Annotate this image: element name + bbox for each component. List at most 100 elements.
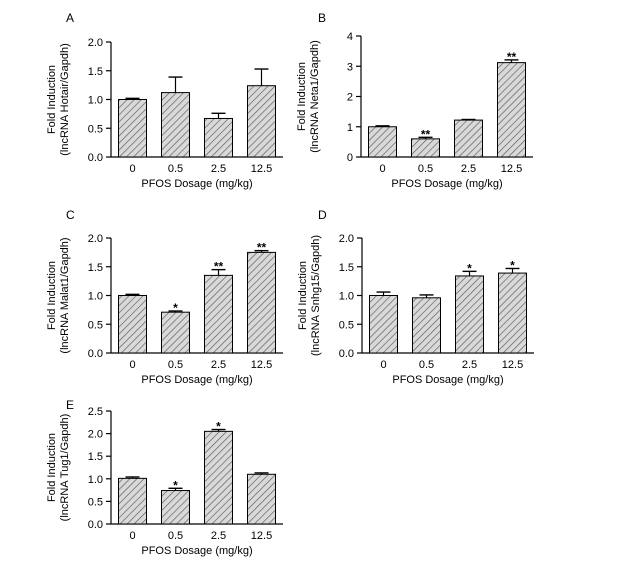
bar-12.5 (497, 62, 526, 158)
x-tick-label: 2.5 (211, 530, 226, 542)
x-tick-label: 12.5 (251, 530, 272, 542)
panel-c: C 0.0 0.5 1.0 1.5 2.0 0 * 0.5 ** 2.5 ** 12.5 PFOS Dos… (46, 208, 283, 386)
y-tick-label: 3 (347, 61, 353, 73)
bar-2.5 (204, 430, 233, 525)
y-axis-title: Fold Induction(lncRNA Hotair/Gapdh) (46, 43, 71, 156)
y-axis-title-line: (lncRNA Tug1/Gapdh) (59, 414, 71, 522)
bar-0 (369, 295, 398, 354)
y-tick-label: 4 (347, 31, 353, 43)
panel-e: E 0.0 0.5 1.0 1.5 2.0 2.5 0 * 0.5 * 2.5 12.5 PFOS Dos… (46, 398, 283, 557)
x-tick-label: 0 (129, 359, 135, 371)
panel-letter: D (318, 208, 327, 222)
panel-letter: E (66, 398, 74, 412)
x-tick-label: 12.5 (502, 359, 523, 371)
significance-marker: * (510, 258, 515, 272)
y-tick-label: 0.0 (339, 348, 354, 360)
bar-0.5 (411, 138, 440, 158)
bar-0.5 (161, 92, 190, 158)
x-tick-label: 0 (380, 359, 386, 371)
x-tick-label: 0 (379, 163, 385, 175)
x-tick-label: 0.5 (168, 530, 183, 542)
bar-12.5 (498, 272, 527, 354)
panel-letter: B (318, 11, 326, 25)
significance-marker: * (173, 301, 178, 315)
y-tick-label: 2.0 (339, 233, 354, 245)
significance-marker: ** (257, 241, 267, 255)
x-tick-label: 12.5 (501, 163, 522, 175)
y-tick-label: 1.0 (88, 95, 103, 107)
bar-2.5 (454, 119, 483, 158)
y-axis-title-line: Fold Induction (46, 433, 58, 502)
y-axis-title-line: Fold Induction (296, 62, 308, 131)
bar-12.5 (247, 473, 276, 525)
y-tick-label: 0.0 (88, 152, 103, 164)
x-tick-label: 0.5 (168, 163, 183, 175)
y-tick-label: 2.0 (88, 233, 103, 245)
y-tick-label: 2.0 (88, 429, 103, 441)
bar-2.5 (455, 275, 484, 354)
bar-2.5 (204, 274, 233, 354)
y-tick-label: 0.5 (88, 123, 103, 135)
y-axis-title: Fold Induction(lncRNA Malat1/Gapdh) (46, 237, 71, 353)
bar-12.5 (247, 85, 276, 158)
significance-marker: * (173, 478, 178, 492)
panel-letter: C (66, 208, 75, 222)
y-tick-label: 0.0 (88, 519, 103, 531)
significance-marker: ** (214, 260, 224, 274)
y-tick-label: 1.0 (88, 474, 103, 486)
y-axis-title-line: Fold Induction (297, 261, 309, 330)
significance-marker: * (467, 261, 472, 275)
x-axis-title: PFOS Dosage (mg/kg) (141, 374, 252, 386)
panel-b: B 0 1 2 3 4 0 ** 0.5 2.5 ** 12.5 PFOS Dosage (mg/kg)… (296, 11, 533, 190)
x-tick-label: 0 (129, 163, 135, 175)
bar-2.5 (204, 117, 233, 158)
y-tick-label: 2 (347, 92, 353, 104)
x-tick-label: 0 (129, 530, 135, 542)
bar-0.5 (161, 490, 190, 525)
y-axis-title: Fold Induction(lncRNA Tug1/Gapdh) (46, 414, 71, 522)
bar-12.5 (247, 251, 276, 354)
y-tick-label: 1.5 (88, 66, 103, 78)
x-axis-title: PFOS Dosage (mg/kg) (392, 374, 503, 386)
y-tick-label: 2.5 (88, 406, 103, 418)
x-axis-title: PFOS Dosage (mg/kg) (141, 545, 252, 557)
y-tick-label: 2.0 (88, 37, 103, 49)
bar-0 (118, 99, 147, 158)
bar-0 (368, 126, 397, 158)
y-tick-label: 1.5 (88, 451, 103, 463)
significance-marker: ** (421, 127, 431, 141)
bar-0.5 (161, 311, 190, 354)
x-axis-title: PFOS Dosage (mg/kg) (141, 178, 252, 190)
x-tick-label: 0.5 (418, 163, 433, 175)
y-axis-title: Fold Induction(lncRNA Snhg15/Gapdh) (297, 235, 322, 356)
x-tick-label: 2.5 (211, 359, 226, 371)
y-axis-title-line: (lncRNA Snhg15/Gapdh) (310, 235, 322, 356)
y-tick-label: 0.5 (88, 319, 103, 331)
y-tick-label: 1.5 (339, 262, 354, 274)
panel-letter: A (66, 11, 74, 25)
y-tick-label: 1 (347, 122, 353, 134)
panel-a: A 0.0 0.5 1.0 1.5 2.0 0 0.5 2.5 12.5 PFOS Dosage (… (46, 11, 283, 190)
y-tick-label: 1.5 (88, 262, 103, 274)
y-axis-title-line: (lncRNA Malat1/Gapdh) (59, 237, 71, 353)
significance-marker: * (216, 420, 221, 434)
y-axis-title-line: (lncRNA Hotair/Gapdh) (59, 43, 71, 156)
bar-0.5 (412, 297, 441, 354)
y-tick-label: 0.5 (339, 319, 354, 331)
x-tick-label: 2.5 (461, 163, 476, 175)
x-tick-label: 2.5 (211, 163, 226, 175)
x-tick-label: 0.5 (419, 359, 434, 371)
y-axis-title: Fold Induction(lncRNA Neta1/Gapdh) (296, 40, 321, 153)
y-axis-title-line: Fold Induction (46, 65, 58, 134)
y-tick-label: 0.5 (88, 496, 103, 508)
y-tick-label: 1.0 (88, 291, 103, 303)
bar-0 (118, 477, 147, 525)
bar-0 (118, 295, 147, 354)
x-axis-title: PFOS Dosage (mg/kg) (391, 178, 502, 190)
significance-marker: ** (507, 50, 517, 64)
y-axis-title-line: Fold Induction (46, 261, 58, 330)
y-axis-title-line: (lncRNA Neta1/Gapdh) (309, 40, 321, 153)
x-tick-label: 2.5 (462, 359, 477, 371)
x-tick-label: 12.5 (251, 359, 272, 371)
